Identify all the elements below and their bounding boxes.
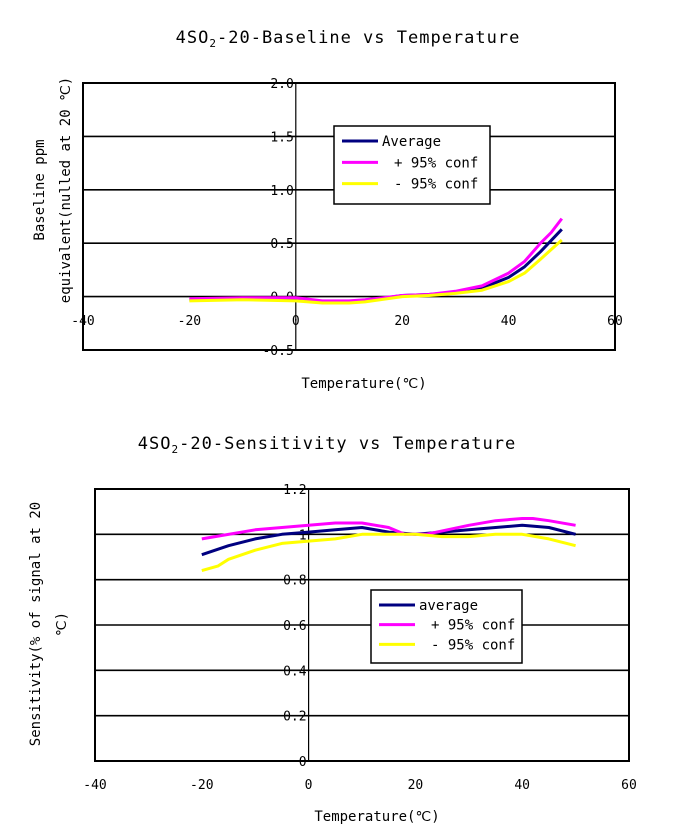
chart-title: 4SO2-20-Baseline vs Temperature — [176, 28, 521, 50]
y-tick-label: 1 — [299, 528, 307, 543]
x-tick-label: -20 — [190, 778, 213, 793]
chart-title: 4SO2-20-Sensitivity vs Temperature — [138, 434, 516, 456]
legend-box — [333, 125, 491, 205]
title-suffix: -20-Sensitivity vs Temperature — [179, 434, 516, 454]
y-tick-label: 1.5 — [270, 130, 293, 145]
title-suffix: -20-Baseline vs Temperature — [217, 28, 520, 48]
x-tick-label: -20 — [178, 314, 201, 329]
y-tick-label: 0.6 — [283, 619, 306, 634]
title-prefix: 4SO — [138, 434, 172, 454]
x-tick-label: 40 — [501, 314, 517, 329]
y-tick-label: 1.2 — [283, 483, 306, 498]
x-tick-label: 0 — [305, 778, 313, 793]
series-line-0 — [201, 523, 576, 557]
legend-label: average — [419, 598, 478, 614]
title-sub: 2 — [209, 37, 217, 50]
y-axis-label: equivalent(nulled at 20 ℃) — [58, 77, 74, 303]
legend-label: Average — [382, 134, 441, 150]
x-tick-label: -40 — [83, 778, 106, 793]
x-tick-label: 0 — [292, 314, 300, 329]
y-tick-label: 0.4 — [283, 664, 307, 679]
y-tick-label: 0.8 — [283, 574, 306, 589]
x-axis-label: Temperature(℃) — [301, 376, 426, 392]
y-axis-label: Baseline ppm — [32, 139, 48, 240]
x-axis-label: Temperature(℃) — [314, 809, 439, 825]
y-axis-label: ℃) — [54, 612, 70, 636]
title-sub: 2 — [172, 443, 180, 456]
legend-label: - 95% conf — [431, 637, 515, 653]
legend-label: - 95% conf — [394, 177, 478, 193]
x-tick-label: 20 — [408, 778, 424, 793]
legend-label: + 95% conf — [431, 618, 515, 634]
y-tick-label: 0 — [299, 755, 307, 770]
legend-box — [370, 589, 523, 664]
legend-label: + 95% conf — [394, 155, 478, 171]
y-tick-label: -0.5 — [262, 344, 293, 359]
x-tick-label: 20 — [394, 314, 410, 329]
x-tick-label: 60 — [621, 778, 637, 793]
x-tick-label: -40 — [71, 314, 94, 329]
series-line-2 — [189, 238, 563, 305]
y-axis-label: Sensitivity(% of signal at 20 — [28, 502, 44, 746]
y-tick-label: 1.0 — [270, 184, 293, 199]
plot-area — [82, 82, 616, 351]
x-tick-label: 40 — [514, 778, 530, 793]
series-line-2 — [201, 532, 576, 573]
y-tick-label: 2.0 — [270, 77, 293, 92]
y-tick-label: 0.5 — [270, 237, 293, 252]
y-tick-label: 0.2 — [283, 710, 306, 725]
title-prefix: 4SO — [176, 28, 210, 48]
x-tick-label: 60 — [607, 314, 623, 329]
